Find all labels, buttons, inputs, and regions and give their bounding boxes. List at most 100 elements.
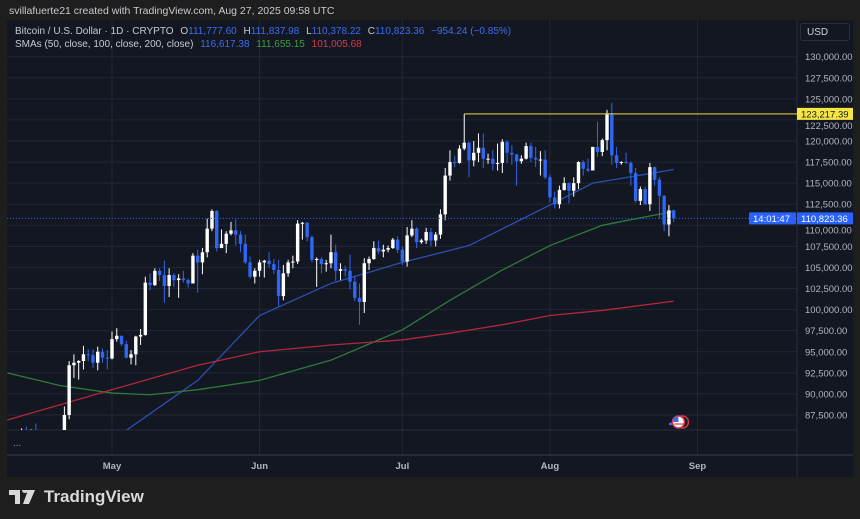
candle-body [529,146,533,158]
candle [614,146,619,168]
candle [667,205,671,237]
symbol-legend[interactable]: Bitcoin / U.S. Dollar · 1D · CRYPTO O 111… [15,26,511,37]
candle [629,161,633,186]
candle [334,244,338,281]
bar-countdown-bg [749,212,796,225]
candle-body [429,232,433,241]
candle-body [272,264,276,270]
indicator-pane-more[interactable]: ... [13,438,22,449]
high-value: 111,837.98 [250,26,300,37]
candle-body [257,262,262,271]
candle-body [91,355,95,363]
candle-body [414,228,419,243]
candle [248,256,252,279]
candle-body [153,270,157,286]
candle-body [53,435,56,440]
price-tick-label: 130,000.00 [805,52,853,63]
candle [605,109,609,151]
candle [367,256,371,270]
candle-body [610,113,614,156]
candle [205,218,209,258]
candle-body [157,270,162,276]
price-tick-label: 115,000.00 [805,179,852,190]
candle-body [291,261,295,263]
sma100-value: 111,655.15 [256,39,305,50]
candle-body [524,146,528,159]
close-value: 110,823.36 [374,26,425,37]
candle [157,268,162,281]
candle-body [424,232,428,241]
last-price-label: 110,823.36 [801,214,848,225]
candle [519,155,524,164]
candle [395,236,400,254]
candle [238,231,243,253]
sma50-value: 116,617.38 [200,39,250,50]
candle [76,360,81,380]
brand-name: TradingView [44,487,144,506]
candle-body [162,275,167,286]
price-tick-label: 112,500.00 [805,200,852,211]
candle [548,174,552,203]
candle [419,238,424,244]
candle [25,426,27,430]
time-axis[interactable]: May Jun Jul Aug Sep [103,461,707,472]
candle-body [253,270,257,277]
candle [119,335,124,346]
candle [557,185,562,209]
candle-body [357,297,362,303]
candle [386,245,390,253]
time-tick-label: May [103,461,122,472]
us-flag-event-icon[interactable] [668,415,690,429]
flag-canton [673,417,679,422]
candle-body [62,414,67,430]
candle [481,133,485,168]
open-label: O [180,26,189,37]
candle-body [229,230,233,234]
candle-body [362,263,366,303]
candle-body [667,210,671,225]
time-tick-label: Jun [251,461,268,472]
currency-button[interactable]: USD [800,23,850,41]
candle-body [657,179,662,196]
candle [633,167,638,203]
chart-panel[interactable] [7,20,853,477]
candle-body [486,158,490,160]
candle [652,166,657,186]
candle-body [148,282,152,286]
candle-body [205,228,209,253]
candle [234,219,238,246]
candle [86,349,90,362]
candle [129,350,133,365]
bar-countdown: 14:01:47 [753,214,790,225]
candle-body [671,210,676,219]
candle-body [186,280,190,284]
candle-body [234,230,238,235]
symbol-title: Bitcoin / U.S. Dollar · 1D · CRYPTO [15,26,174,37]
candle-body [595,146,600,152]
candle [100,348,105,363]
time-tick-label: Sep [689,461,707,472]
candle [495,143,500,171]
price-axis[interactable]: 130,000.00 127,500.00 125,000.00 122,500.00… [805,52,853,421]
grid [7,20,797,455]
candle [643,186,647,206]
time-tick-label: Aug [541,461,560,472]
candle-body [557,189,562,205]
sma-legend[interactable]: SMAs (50, close, 100, close, 200, close)… [15,39,362,50]
candle [524,142,528,160]
candle [353,275,357,302]
low-value: 110,378.22 [311,26,361,37]
candle-body [243,243,247,263]
sma-line-50 [125,168,674,430]
candle-body [510,152,514,155]
candle-body [438,214,443,235]
candle [134,335,138,366]
candle [638,186,643,206]
candle-body [624,162,628,164]
tradingview-logo-icon [9,490,35,504]
candle-body [353,281,357,298]
chart-credit: svillafuerte21 created with TradingView.… [9,5,335,17]
candle [476,133,481,163]
candles [21,103,676,440]
